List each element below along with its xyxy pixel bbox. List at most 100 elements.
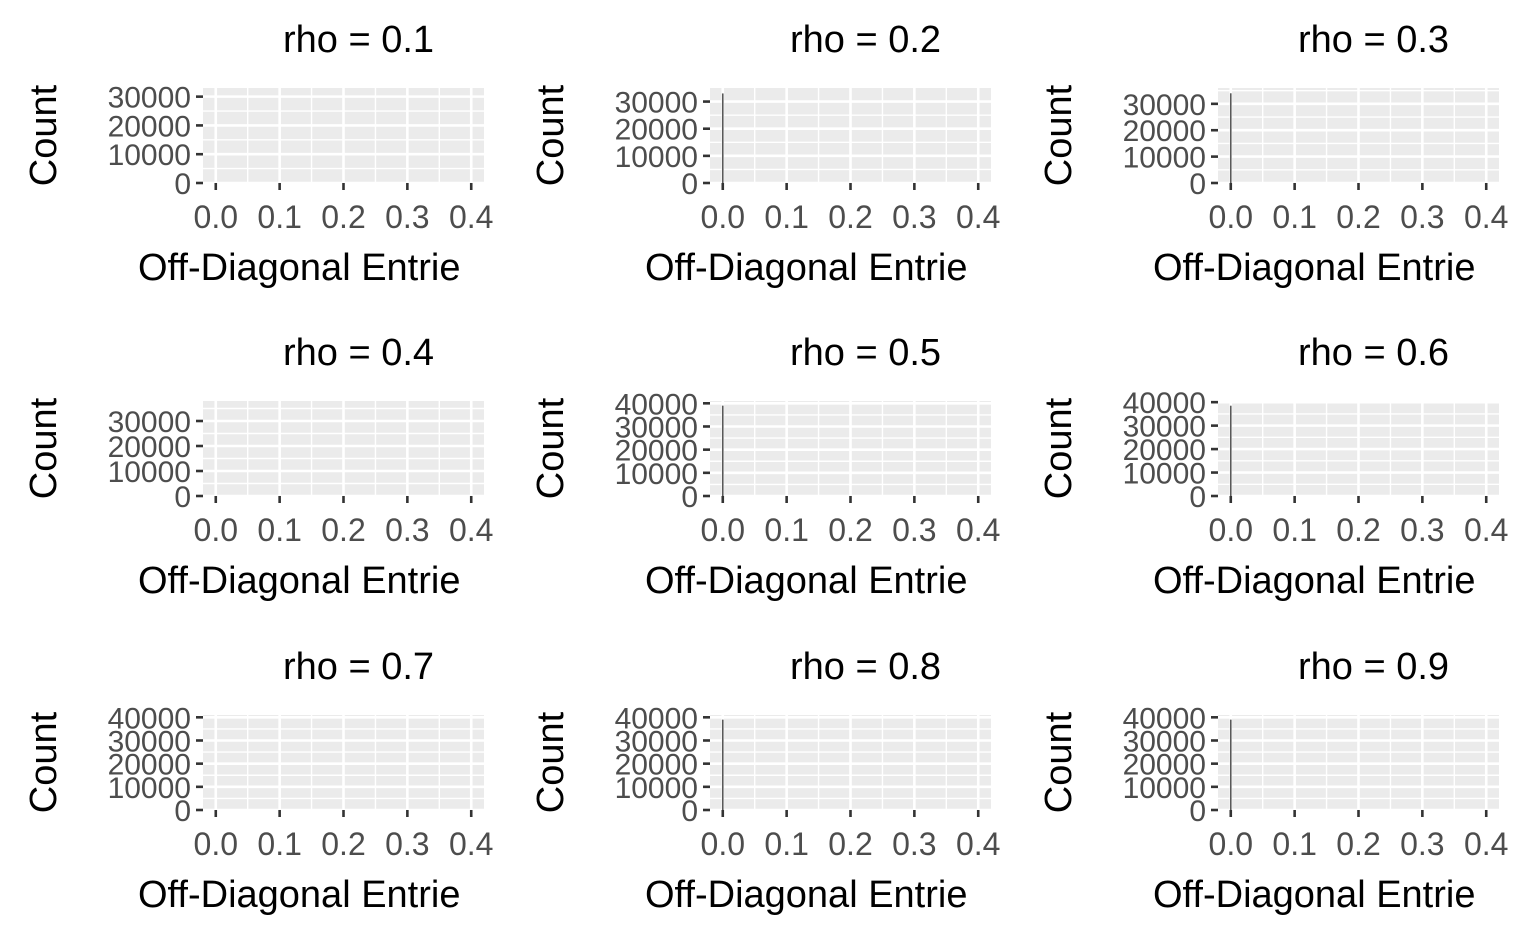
y-axis-title: Count (530, 84, 572, 186)
x-tick-label: 0.3 (892, 199, 936, 235)
panel-title: rho = 0.5 (790, 332, 941, 374)
y-axis-title: Count (23, 84, 65, 186)
x-axis-title: Off-Diagonal Entrie (138, 560, 460, 602)
x-tick-label: 0.0 (701, 199, 745, 235)
y-tick-label: 20000 (615, 435, 698, 468)
y-tick-label: 30000 (1123, 89, 1206, 122)
y-tick-label: 30000 (615, 725, 698, 758)
y-tick-label: 0 (174, 168, 191, 201)
x-tick-label: 0.4 (956, 199, 1000, 235)
y-tick-label: 0 (1189, 481, 1206, 514)
x-tick-label: 0.1 (764, 199, 808, 235)
x-tick-label: 0.3 (1400, 826, 1444, 862)
y-tick-label: 30000 (108, 725, 191, 758)
x-axis-title: Off-Diagonal Entrie (138, 247, 460, 289)
x-tick-label: 0.1 (1272, 199, 1316, 235)
y-tick-label: 10000 (108, 772, 191, 805)
histogram-bar (1229, 93, 1232, 183)
x-tick-label: 0.2 (1336, 512, 1380, 548)
x-axis-title: Off-Diagonal Entrie (1153, 247, 1475, 289)
x-tick-label: 0.0 (1209, 826, 1253, 862)
y-tick-label: 30000 (1123, 725, 1206, 758)
x-tick-label: 0.0 (701, 512, 745, 548)
y-tick-label: 20000 (108, 431, 191, 464)
y-tick-label: 20000 (108, 110, 191, 143)
x-tick-label: 0.1 (257, 199, 301, 235)
x-tick-label: 0.2 (828, 512, 872, 548)
x-tick-label: 0.1 (764, 826, 808, 862)
y-tick-label: 20000 (615, 749, 698, 782)
y-tick-label: 20000 (1123, 115, 1206, 148)
x-tick-label: 0.0 (701, 826, 745, 862)
panel-title: rho = 0.2 (790, 19, 941, 61)
y-tick-label: 20000 (1123, 749, 1206, 782)
x-tick-label: 0.1 (764, 512, 808, 548)
x-tick-label: 0.4 (1464, 512, 1508, 548)
x-axis-title: Off-Diagonal Entrie (138, 874, 460, 916)
y-tick-label: 10000 (615, 458, 698, 491)
panel-title: rho = 0.6 (1298, 332, 1449, 374)
x-axis-title: Off-Diagonal Entrie (1153, 874, 1475, 916)
y-tick-label: 0 (1189, 168, 1206, 201)
y-tick-label: 10000 (108, 139, 191, 172)
x-tick-label: 0.4 (956, 512, 1000, 548)
histogram-bar (1229, 405, 1232, 496)
y-tick-label: 30000 (108, 406, 191, 439)
y-tick-label: 10000 (1123, 142, 1206, 175)
x-tick-label: 0.3 (1400, 512, 1444, 548)
y-axis-title: Count (1038, 84, 1080, 186)
x-axis-title: Off-Diagonal Entrie (645, 874, 967, 916)
y-tick-label: 10000 (1123, 458, 1206, 491)
y-tick-label: 20000 (1123, 434, 1206, 467)
x-tick-label: 0.3 (385, 199, 429, 235)
x-tick-label: 0.2 (1336, 199, 1380, 235)
x-tick-label: 0.4 (1464, 826, 1508, 862)
y-tick-label: 20000 (108, 749, 191, 782)
y-tick-label: 0 (1189, 795, 1206, 828)
x-tick-label: 0.3 (385, 512, 429, 548)
x-axis-title: Off-Diagonal Entrie (645, 560, 967, 602)
y-tick-label: 40000 (108, 702, 191, 735)
y-tick-label: 0 (174, 481, 191, 514)
panel-title: rho = 0.9 (1298, 646, 1449, 688)
y-tick-label: 40000 (615, 388, 698, 421)
x-tick-label: 0.4 (956, 826, 1000, 862)
y-tick-label: 10000 (615, 141, 698, 174)
y-tick-label: 40000 (1123, 702, 1206, 735)
x-tick-label: 0.3 (1400, 199, 1444, 235)
y-tick-label: 20000 (615, 114, 698, 147)
x-tick-label: 0.2 (828, 826, 872, 862)
histogram-bar (721, 405, 724, 496)
x-tick-label: 0.2 (321, 826, 365, 862)
y-tick-label: 10000 (108, 456, 191, 489)
y-tick-label: 30000 (1123, 411, 1206, 444)
y-axis-title: Count (1038, 397, 1080, 499)
y-axis-title: Count (530, 397, 572, 499)
x-tick-label: 0.1 (1272, 826, 1316, 862)
y-axis-title: Count (530, 711, 572, 813)
x-tick-label: 0.4 (1464, 199, 1508, 235)
y-tick-label: 30000 (615, 411, 698, 444)
y-tick-label: 10000 (615, 772, 698, 805)
y-tick-label: 30000 (108, 82, 191, 115)
y-tick-label: 0 (681, 481, 698, 514)
x-tick-label: 0.0 (1209, 199, 1253, 235)
x-tick-label: 0.4 (449, 512, 493, 548)
x-tick-label: 0.0 (194, 826, 238, 862)
x-tick-label: 0.4 (449, 199, 493, 235)
y-axis-title: Count (23, 711, 65, 813)
y-tick-label: 0 (681, 168, 698, 201)
panel-title: rho = 0.7 (283, 646, 434, 688)
x-axis-title: Off-Diagonal Entrie (1153, 560, 1475, 602)
x-tick-label: 0.2 (1336, 826, 1380, 862)
panel-title: rho = 0.3 (1298, 19, 1449, 61)
y-tick-label: 0 (681, 795, 698, 828)
x-tick-label: 0.2 (828, 199, 872, 235)
